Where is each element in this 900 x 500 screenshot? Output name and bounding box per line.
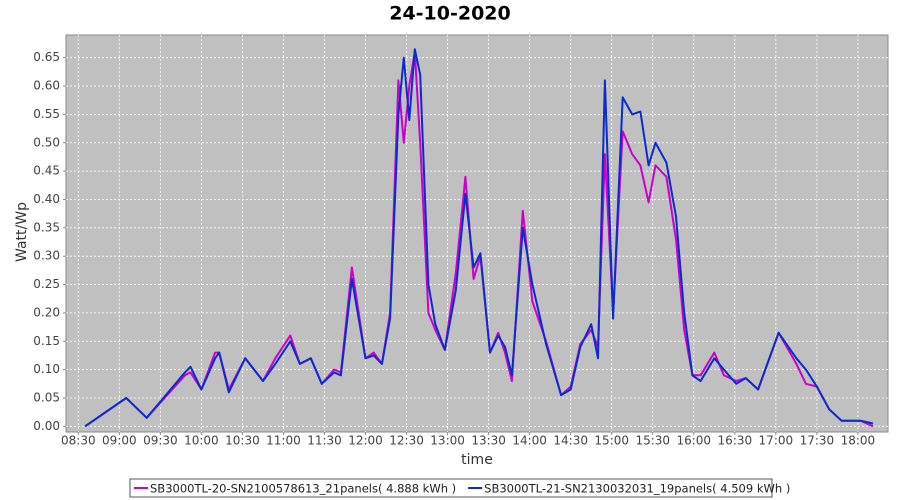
x-tick-label: 08:30	[61, 434, 96, 448]
y-tick-label: 0.00	[33, 419, 60, 433]
x-tick-label: 11:00	[266, 434, 301, 448]
x-tick-label: 16:30	[718, 434, 753, 448]
x-tick-label: 15:00	[594, 434, 629, 448]
legend-label: SB3000TL-21-SN2130032031_19panels( 4.509…	[484, 482, 790, 496]
x-tick-label: 15:30	[635, 434, 670, 448]
y-tick-label: 0.40	[33, 192, 60, 206]
y-tick-label: 0.35	[33, 220, 60, 234]
x-axis-label: time	[461, 452, 493, 468]
plot-area	[65, 34, 889, 433]
x-tick-label: 18:00	[841, 434, 876, 448]
x-tick-label: 14:30	[553, 434, 588, 448]
x-tick-label: 10:30	[225, 434, 260, 448]
series-line	[84, 48, 874, 428]
y-tick-label: 0.20	[33, 305, 60, 319]
y-tick-label: 0.45	[33, 164, 60, 178]
y-tick-label: 0.05	[33, 390, 60, 404]
x-tick-label: 11:30	[307, 434, 342, 448]
x-tick-label: 13:00	[430, 434, 465, 448]
x-tick-label: 13:30	[471, 434, 506, 448]
x-tick-label: 09:00	[102, 434, 137, 448]
legend-label: SB3000TL-20-SN2100578613_21panels( 4.888…	[150, 482, 456, 496]
y-tick-label: 0.30	[33, 249, 60, 263]
x-tick-label: 12:30	[389, 434, 424, 448]
x-tick-label: 16:00	[676, 434, 711, 448]
x-tick-label: 17:30	[800, 434, 835, 448]
y-tick-label: 0.15	[33, 334, 60, 348]
y-tick-label: 0.55	[33, 107, 60, 121]
x-tick-label: 12:00	[348, 434, 383, 448]
y-tick-label: 0.10	[33, 362, 60, 376]
y-tick-label: 0.50	[33, 135, 60, 149]
chart-title: 24-10-2020	[389, 3, 511, 25]
y-axis-label: Watt/Wp	[14, 202, 30, 262]
x-tick-label: 10:00	[184, 434, 219, 448]
y-tick-label: 0.65	[33, 50, 60, 64]
x-tick-label: 09:30	[143, 434, 178, 448]
x-tick-label: 14:00	[512, 434, 547, 448]
y-tick-label: 0.25	[33, 277, 60, 291]
legend	[129, 478, 773, 498]
y-tick-label: 0.60	[33, 79, 60, 93]
x-tick-label: 17:00	[759, 434, 794, 448]
